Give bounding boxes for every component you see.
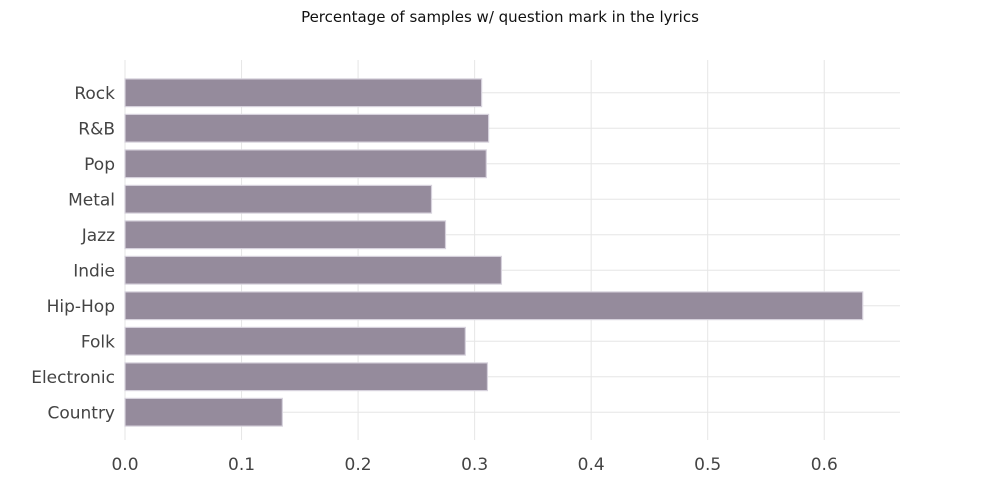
x-tick-label-4: 0.4 (578, 455, 605, 475)
bar-folk (124, 326, 466, 356)
bar-r-b (124, 113, 490, 143)
bar-country (124, 397, 283, 427)
category-label-0: Rock (74, 84, 115, 104)
category-label-3: Metal (68, 190, 115, 210)
category-label-6: Hip-Hop (47, 297, 115, 317)
x-tick-label-6: 0.6 (811, 455, 838, 475)
x-tick-label-2: 0.2 (345, 455, 372, 475)
category-label-4: Jazz (81, 226, 115, 246)
x-tick-label-5: 0.5 (694, 455, 721, 475)
x-tick-label-0: 0.0 (111, 455, 138, 475)
bar-jazz (124, 220, 447, 250)
x-tick-labels: 0.0 0.1 0.2 0.3 0.4 0.5 0.6 (111, 455, 837, 475)
x-tick-label-1: 0.1 (228, 455, 255, 475)
bar-rock (124, 78, 483, 108)
chart-title: Percentage of samples w/ question mark i… (301, 8, 699, 26)
bar-layer (124, 78, 864, 427)
bar-indie (124, 255, 503, 285)
bar-hip-hop (124, 291, 864, 321)
bar-pop (124, 149, 487, 179)
x-tick-label-3: 0.3 (461, 455, 488, 475)
category-label-1: R&B (78, 119, 115, 139)
bar-electronic (124, 362, 489, 392)
category-label-9: Country (47, 403, 115, 423)
category-label-5: Indie (73, 261, 115, 281)
category-label-7: Folk (81, 332, 115, 352)
category-labels: Rock R&B Pop Metal Jazz Indie Hip-Hop Folk Elect… (31, 84, 115, 424)
category-label-2: Pop (84, 155, 115, 175)
category-label-8: Electronic (31, 368, 115, 388)
bar-metal (124, 184, 433, 214)
